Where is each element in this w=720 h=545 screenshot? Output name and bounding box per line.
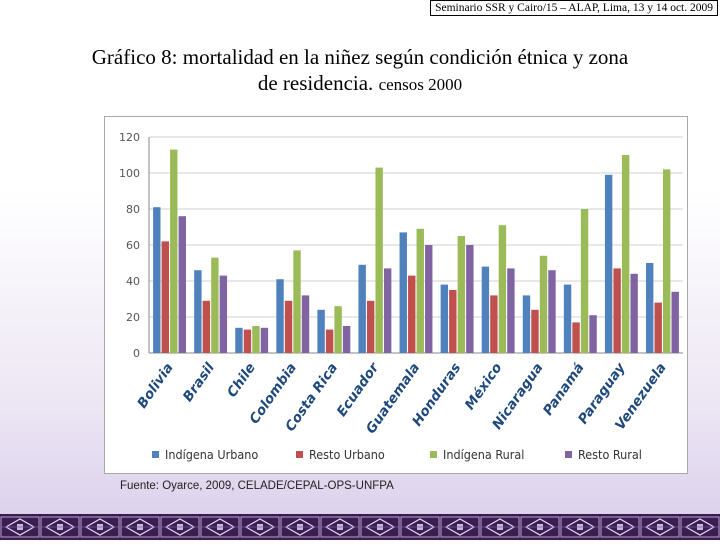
y-tick-label: 60 — [126, 239, 140, 252]
page-title: Gráfico 8: mortalidad en la niñez según … — [0, 44, 720, 98]
bar-2-paraguay — [613, 268, 621, 353]
bar-1-colombia — [276, 279, 284, 353]
bar-1-bolivia — [153, 207, 161, 353]
decorative-woven-border — [0, 514, 720, 540]
bar-2-panamá — [572, 322, 580, 353]
bar-1-nicaragua — [522, 295, 531, 353]
bar-4-honduras — [466, 245, 474, 353]
bar-4-nicaragua — [548, 270, 556, 353]
bar-4-costa-rica — [342, 326, 351, 353]
legend-swatch — [430, 451, 437, 458]
bar-2-honduras — [449, 290, 457, 353]
bar-2-colombia — [284, 300, 293, 353]
chart-area: 0 20 40 60 80 100 120 Bolivia Brasil Chile Colombi… — [104, 116, 688, 474]
bar-2-bolivia — [161, 241, 169, 353]
bar-1-costa-rica — [317, 309, 325, 353]
bar-3-colombia — [293, 250, 301, 353]
bar-3-honduras — [457, 236, 466, 353]
legend-item-resto-urbano: Resto Urbano — [296, 447, 385, 462]
legend-swatch — [296, 451, 303, 458]
legend-item-indigena-urbano: Indígena Urbano — [152, 447, 258, 462]
woven-pattern-icon — [0, 516, 720, 538]
legend-swatch — [565, 451, 572, 458]
bar-2-méxico — [490, 295, 498, 353]
y-tick-label: 100 — [119, 167, 140, 180]
bar-2-ecuador — [366, 300, 375, 353]
bar-3-guatemala — [416, 228, 424, 353]
bar-4-paraguay — [630, 273, 638, 353]
y-tick-label: 120 — [119, 131, 140, 144]
legend-label: Resto Rural — [578, 447, 642, 462]
bar-2-venezuela — [654, 302, 662, 353]
bar-3-venezuela — [663, 169, 671, 353]
legend-label: Indígena Urbano — [165, 447, 259, 462]
source-note: Fuente: Oyarce, 2009, CELADE/CEPAL-OPS-U… — [120, 480, 394, 492]
bar-2-nicaragua — [531, 309, 539, 353]
legend-label: Resto Urbano — [309, 447, 385, 462]
y-tick-label: 80 — [126, 203, 140, 216]
bar-4-chile — [260, 327, 269, 353]
bar-1-guatemala — [399, 232, 407, 353]
bar-3-chile — [252, 326, 260, 353]
bar-1-brasil — [194, 270, 202, 353]
bar-4-méxico — [507, 268, 515, 353]
legend-swatch — [152, 451, 159, 458]
x-category-label: México — [462, 360, 506, 413]
x-category-label: Brasil — [180, 360, 218, 405]
chart-legend: Indígena Urbano Resto Urbano Indígena Ru… — [0, 447, 720, 467]
title-line-2-small: censos 2000 — [378, 75, 463, 94]
bar-2-guatemala — [408, 275, 416, 353]
bar-4-brasil — [219, 275, 228, 353]
bar-4-guatemala — [425, 245, 433, 353]
bar-1-ecuador — [358, 264, 366, 353]
bar-1-paraguay — [604, 174, 613, 353]
bar-3-brasil — [211, 257, 219, 353]
title-line-1: Gráfico 8: mortalidad en la niñez según … — [91, 45, 629, 69]
bar-4-ecuador — [383, 268, 392, 353]
bar-3-panamá — [580, 209, 589, 353]
x-category-label: Bolivia — [134, 360, 177, 411]
y-tick-label: 0 — [133, 347, 140, 360]
bar-1-venezuela — [646, 263, 654, 353]
title-line-2: de residencia. censos 2000 — [0, 70, 720, 98]
bar-2-costa-rica — [325, 329, 334, 353]
header-caption: Seminario SSR y Cairo/15 – ALAP, Lima, 1… — [430, 0, 718, 16]
title-line-2-main: de residencia. — [257, 71, 374, 95]
bar-4-panamá — [589, 315, 597, 353]
legend-item-resto-rural: Resto Rural — [565, 447, 642, 462]
legend-item-indigena-rural: Indígena Rural — [430, 447, 524, 462]
bar-4-colombia — [301, 295, 310, 353]
y-tick-label: 20 — [126, 311, 140, 324]
bar-3-costa-rica — [334, 306, 342, 353]
bar-2-brasil — [202, 300, 211, 353]
bar-3-nicaragua — [539, 255, 548, 353]
bar-1-panamá — [563, 284, 572, 353]
bar-4-venezuela — [671, 291, 679, 353]
y-tick-label: 40 — [126, 275, 140, 288]
bar-4-bolivia — [178, 216, 186, 353]
legend-label: Indígena Rural — [443, 447, 525, 462]
bar-3-bolivia — [170, 149, 178, 353]
bar-1-honduras — [440, 284, 449, 353]
x-category-label: Chile — [224, 360, 259, 400]
bar-3-paraguay — [621, 155, 630, 353]
bar-1-chile — [235, 327, 243, 353]
bar-3-ecuador — [375, 167, 383, 353]
bar-3-méxico — [498, 225, 507, 353]
bar-2-chile — [243, 329, 252, 353]
bar-1-méxico — [481, 266, 490, 353]
